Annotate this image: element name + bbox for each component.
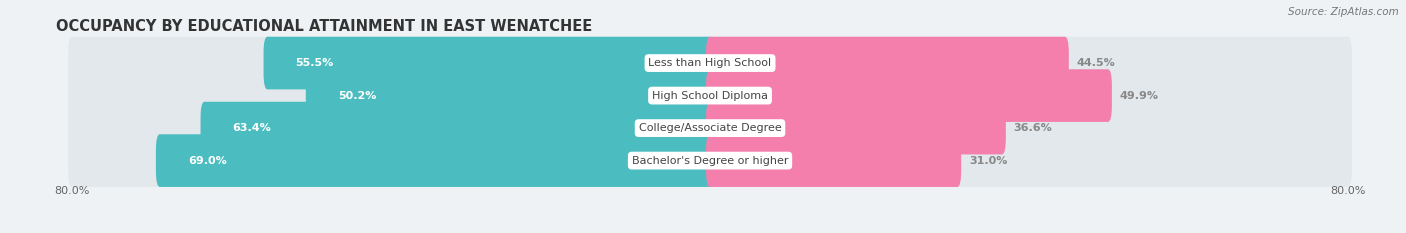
FancyBboxPatch shape xyxy=(706,37,1069,89)
Text: 36.6%: 36.6% xyxy=(1014,123,1053,133)
Text: 31.0%: 31.0% xyxy=(969,156,1008,166)
FancyBboxPatch shape xyxy=(706,102,1005,154)
Text: 49.9%: 49.9% xyxy=(1119,91,1159,101)
FancyBboxPatch shape xyxy=(706,134,962,187)
Text: OCCUPANCY BY EDUCATIONAL ATTAINMENT IN EAST WENATCHEE: OCCUPANCY BY EDUCATIONAL ATTAINMENT IN E… xyxy=(56,19,592,34)
FancyBboxPatch shape xyxy=(706,69,1112,122)
Text: Less than High School: Less than High School xyxy=(648,58,772,68)
FancyBboxPatch shape xyxy=(156,134,714,187)
FancyBboxPatch shape xyxy=(69,134,1351,187)
Text: 44.5%: 44.5% xyxy=(1077,58,1115,68)
FancyBboxPatch shape xyxy=(69,37,1351,89)
FancyBboxPatch shape xyxy=(69,102,1351,154)
Text: Source: ZipAtlas.com: Source: ZipAtlas.com xyxy=(1288,7,1399,17)
FancyBboxPatch shape xyxy=(201,102,714,154)
FancyBboxPatch shape xyxy=(263,37,714,89)
Text: Bachelor's Degree or higher: Bachelor's Degree or higher xyxy=(631,156,789,166)
FancyBboxPatch shape xyxy=(305,69,714,122)
Text: College/Associate Degree: College/Associate Degree xyxy=(638,123,782,133)
Text: 69.0%: 69.0% xyxy=(188,156,226,166)
Text: 50.2%: 50.2% xyxy=(337,91,375,101)
Text: 55.5%: 55.5% xyxy=(295,58,333,68)
Text: 63.4%: 63.4% xyxy=(232,123,271,133)
FancyBboxPatch shape xyxy=(69,69,1351,122)
Text: High School Diploma: High School Diploma xyxy=(652,91,768,101)
